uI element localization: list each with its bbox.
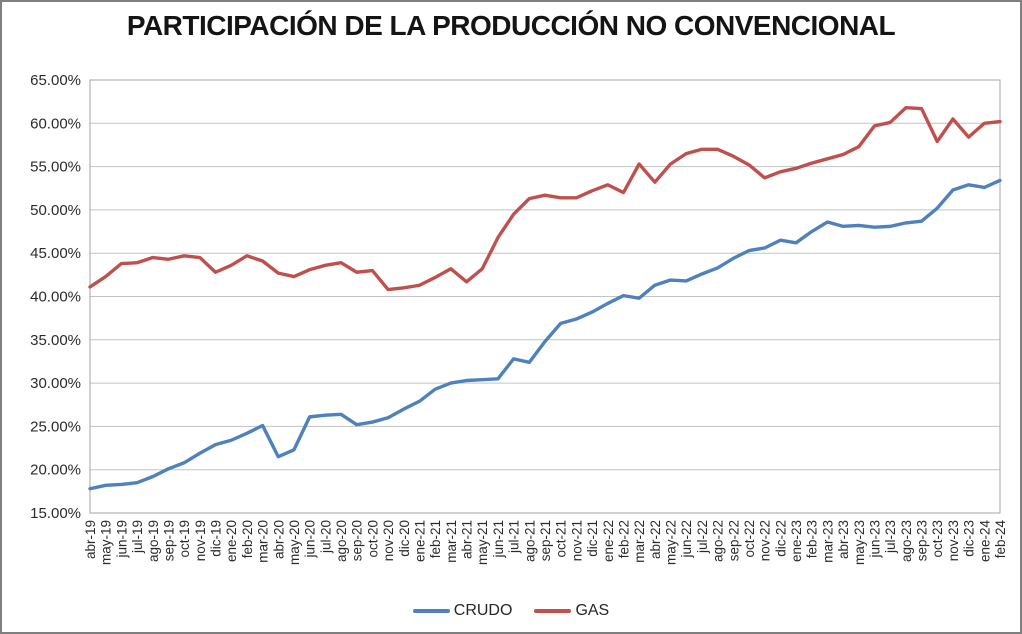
x-axis-tick-label: may-19 [99,520,114,565]
x-axis-tick-label: jul-19 [130,520,145,554]
legend: CRUDO GAS [2,602,1020,620]
y-axis-tick-label: 50.00% [30,202,81,219]
x-axis-tick-label: oct-22 [742,520,757,558]
x-axis-tick-label: oct-21 [554,520,569,558]
x-axis-tick-label: dic-19 [209,520,224,557]
y-axis-tick-label: 60.00% [30,115,81,132]
x-axis-tick-label: mar-22 [632,520,647,563]
x-axis-tick-label: feb-21 [428,520,443,558]
y-axis-tick-label: 45.00% [30,245,81,262]
x-axis-tick-label: jul-20 [318,520,333,554]
y-axis-tick-label: 30.00% [30,375,81,392]
x-axis-tick-label: ago-19 [146,520,161,562]
x-axis-tick-label: ago-22 [711,520,726,562]
y-axis-tick-label: 55.00% [30,159,81,176]
x-axis-tick-label: jun-21 [491,520,506,559]
x-axis-tick-label: jun-23 [867,520,882,559]
legend-item-crudo: CRUDO [412,602,513,620]
x-axis-tick-label: feb-20 [240,520,255,558]
x-axis-tick-label: feb-23 [805,520,820,558]
x-axis-tick-label: dic-20 [397,520,412,557]
chart-title: PARTICIPACIÓN DE LA PRODUCCIÓN NO CONVEN… [126,10,896,41]
x-axis-tick-label: mar-20 [256,520,271,563]
x-axis-tick-label: dic-21 [585,520,600,557]
x-axis-tick-label: abr-20 [271,520,286,559]
x-axis-tick-label: ago-21 [522,520,537,562]
x-axis-tick-label: sep-23 [915,520,930,561]
x-axis-tick-label: mar-21 [444,520,459,563]
x-axis-tick-label: may-22 [664,520,679,565]
y-axis-tick-label: 20.00% [30,462,81,479]
y-axis-tick-label: 35.00% [30,332,81,349]
x-axis-tick-label: jul-21 [507,520,522,554]
x-axis-tick-label: may-21 [475,520,490,565]
x-axis-tick-label: oct-19 [177,520,192,558]
x-axis-tick-label: abr-19 [83,520,98,559]
x-axis-tick-label: ene-24 [977,520,992,563]
x-axis-tick-label: jun-22 [679,520,694,559]
x-axis-tick-label: ene-20 [224,520,239,562]
x-axis-tick-label: jul-23 [883,520,898,554]
x-axis-tick-label: may-23 [852,520,867,565]
legend-label-crudo: CRUDO [453,602,513,619]
x-axis-tick-label: abr-23 [836,520,851,559]
y-axis-tick-label: 15.00% [30,505,81,522]
x-axis-tick-label: jun-20 [303,520,318,559]
x-axis-tick-label: oct-20 [365,520,380,558]
x-axis-tick-label: abr-22 [648,520,663,559]
x-axis-tick-label: ene-23 [789,520,804,562]
x-axis-tick-label: nov-22 [758,520,773,561]
series-line-gas [88,106,1002,292]
x-axis-tick-label: nov-23 [946,520,961,561]
x-axis-tick-label: may-20 [287,520,302,565]
x-axis-tick-label: mar-23 [820,520,835,563]
x-axis-tick-label: ago-23 [899,520,914,562]
x-axis-tick-label: sep-22 [726,520,741,561]
x-axis-tick-label: oct-23 [930,520,945,558]
legend-label-gas: GAS [575,602,610,619]
x-axis-tick-label: ene-22 [601,520,616,562]
x-axis-tick-label: feb-22 [616,520,631,558]
x-axis-tick-label: dic-23 [962,520,977,557]
series-line-crudo [88,178,1002,491]
legend-swatch-gas [534,609,572,613]
x-axis-tick-label: abr-21 [460,520,475,559]
x-axis-tick-label: nov-19 [193,520,208,561]
x-axis-tick-label: jun-19 [114,520,129,559]
y-axis-tick-label: 25.00% [30,418,81,435]
x-axis-tick-label: jul-22 [695,520,710,554]
x-axis-tick-label: nov-21 [569,520,584,561]
x-axis-tick-label: feb-24 [993,520,1008,559]
plot-border [89,79,1001,514]
x-axis-tick-label: sep-20 [350,520,365,561]
x-axis-tick-label: ene-21 [412,520,427,562]
x-axis-tick-label: dic-22 [773,520,788,557]
y-axis-tick-label: 65.00% [30,72,81,89]
y-axis-tick-label: 40.00% [30,289,81,306]
x-axis-tick-label: sep-21 [538,520,553,561]
legend-swatch-crudo [412,609,450,613]
x-axis-tick-label: sep-19 [161,520,176,561]
legend-item-gas: GAS [534,602,609,620]
x-axis-tick-label: ago-20 [334,520,349,562]
x-axis-tick-label: nov-20 [381,520,396,561]
